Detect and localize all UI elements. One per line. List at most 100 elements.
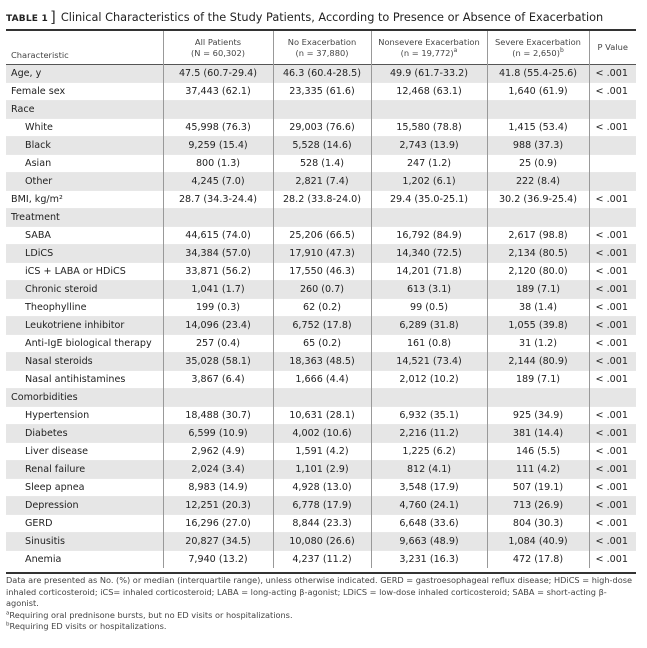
table-row: White 45,998 (76.3) 29,003 (76.6) 15,580 (7… <box>6 118 636 137</box>
table-cell: 247 (1.2) <box>370 154 487 173</box>
table-cell: 41.8 (55.4-25.6) <box>486 64 589 83</box>
table-cell: 2,120 (80.0) <box>486 262 589 281</box>
table-cell: 507 (19.1) <box>486 478 589 497</box>
table-cell: 161 (0.8) <box>370 334 487 353</box>
table-cell: 2,962 (4.9) <box>162 442 273 461</box>
table-cell: 14,096 (23.4) <box>162 316 273 335</box>
bottom-rule <box>6 572 636 574</box>
table-cell: 49.9 (61.7-33.2) <box>370 64 487 83</box>
table-cell: 472 (17.8) <box>486 550 589 568</box>
footnote-main: Data are presented as No. (%) or median … <box>6 575 633 609</box>
table-cell: 28.7 (34.3-24.4) <box>162 190 273 209</box>
table-cell: 25,206 (66.5) <box>272 226 371 245</box>
p-value-cell: < .001 <box>588 370 636 389</box>
table-row: Other 4,245 (7.0) 2,821 (7.4) 1,202 (6.1) 22… <box>6 172 636 191</box>
p-value-cell: < .001 <box>588 334 636 353</box>
table-cell: 528 (1.4) <box>272 154 371 173</box>
table-footnotes: Data are presented as No. (%) or median … <box>6 575 636 633</box>
table-cell: 260 (0.7) <box>272 280 371 299</box>
table-row: Chronic steroid 1,041 (1.7) 260 (0.7) 613 (… <box>6 280 636 299</box>
table-cell: 6,599 (10.9) <box>162 424 273 443</box>
table-cell: 6,752 (17.8) <box>272 316 371 335</box>
table-row: Nasal antihistamines 3,867 (6.4) 1,666 (4.… <box>6 370 636 389</box>
p-value-cell <box>588 154 636 173</box>
table-cell: 381 (14.4) <box>486 424 589 443</box>
p-value-cell: < .001 <box>588 298 636 317</box>
row-label: Liver disease <box>25 446 89 457</box>
table-row: iCS + LABA or HDiCS 33,871 (56.2) 17,550 (… <box>6 262 636 281</box>
table-cell: 29,003 (76.6) <box>272 118 371 137</box>
caption-bracket: ] <box>49 8 56 26</box>
table-cell: 6,289 (31.8) <box>370 316 487 335</box>
row-label: BMI, kg/m² <box>11 194 63 205</box>
table-cell: 12,468 (63.1) <box>370 82 487 101</box>
table-cell: 18,488 (30.7) <box>162 406 273 425</box>
row-label: Theophylline <box>25 302 87 313</box>
table-cell: 4,760 (24.1) <box>370 496 487 515</box>
p-value-cell: < .001 <box>588 226 636 245</box>
p-value-cell: < .001 <box>588 316 636 335</box>
p-value-cell: < .001 <box>588 496 636 515</box>
row-label: Female sex <box>11 86 66 97</box>
p-value-cell: < .001 <box>588 460 636 479</box>
header-characteristic: Characteristic <box>11 50 69 60</box>
p-value-cell: < .001 <box>588 352 636 371</box>
p-value-cell <box>588 208 636 227</box>
table-cell: 1,055 (39.8) <box>486 316 589 335</box>
p-value-cell: < .001 <box>588 244 636 263</box>
row-label: Renal failure <box>6 460 163 479</box>
top-rule <box>6 29 636 31</box>
table-cell: 4,245 (7.0) <box>162 172 273 191</box>
table-cell <box>370 388 487 407</box>
footnote-a: aRequiring oral prednisone bursts, but n… <box>6 609 293 620</box>
table-cell: 2,617 (98.8) <box>486 226 589 245</box>
table-cell: 34,384 (57.0) <box>162 244 273 263</box>
row-label: Race <box>6 100 163 119</box>
table-cell: 9,663 (48.9) <box>370 532 487 551</box>
row-label: Comorbidities <box>6 388 163 407</box>
table-cell <box>486 388 589 407</box>
table-cell: 1,591 (4.2) <box>272 442 371 461</box>
table-cell: 713 (26.9) <box>486 496 589 515</box>
table-title: Clinical Characteristics of the Study Pa… <box>60 11 604 24</box>
table-row: Sinusitis 20,827 (34.5) 10,080 (26.6) 9,663… <box>6 532 636 551</box>
table-cell: 4,928 (13.0) <box>272 478 371 497</box>
table-cell: 37,443 (62.1) <box>162 82 273 101</box>
row-label: Treatment <box>6 208 163 227</box>
p-value-cell: < .001 <box>588 424 636 443</box>
row-label: Anti-IgE biological therapy <box>25 338 152 349</box>
table-row: Diabetes 6,599 (10.9) 4,002 (10.6) 2,216 (1… <box>6 424 636 443</box>
row-label: Depression <box>6 496 163 515</box>
table-cell: 35,028 (58.1) <box>162 352 273 371</box>
table-cell: 17,550 (46.3) <box>272 262 371 281</box>
row-label: Sinusitis <box>6 532 163 551</box>
table-cell: 925 (34.9) <box>486 406 589 425</box>
table-body: Age, y 47.5 (60.7-29.4) 46.3 (60.4-28.5) 49… <box>6 64 636 568</box>
table-row: Anemia 7,940 (13.2) 4,237 (11.2) 3,231 (16.… <box>6 550 636 568</box>
table-cell: 1,202 (6.1) <box>370 172 487 191</box>
table-cell: 99 (0.5) <box>370 298 487 317</box>
p-value-cell <box>588 172 636 191</box>
table-caption: TABLE 1] Clinical Characteristics of the … <box>6 6 636 26</box>
table-cell: 189 (7.1) <box>486 370 589 389</box>
table-cell: 3,867 (6.4) <box>162 370 273 389</box>
table-cell: 111 (4.2) <box>486 460 589 479</box>
table-cell: 10,631 (28.1) <box>272 406 371 425</box>
table-cell: 613 (3.1) <box>370 280 487 299</box>
header-row: Characteristic All Patients (N = 60,302) … <box>6 31 636 65</box>
table-cell: 23,335 (61.6) <box>272 82 371 101</box>
table-cell: 1,640 (61.9) <box>486 82 589 101</box>
table-cell <box>486 100 589 119</box>
row-label: Diabetes <box>6 424 163 443</box>
table-cell: 6,778 (17.9) <box>272 496 371 515</box>
table-cell: 8,983 (14.9) <box>162 478 273 497</box>
table-row: Asian 800 (1.3) 528 (1.4) 247 (1.2) 25 (0.9) <box>6 154 636 173</box>
table-row: Sleep apnea 8,983 (14.9) 4,928 (13.0) 3,548… <box>6 478 636 497</box>
table-cell: 7,940 (13.2) <box>162 550 273 568</box>
table-cell <box>370 100 487 119</box>
header-severe-exacerbation: Severe Exacerbation (n = 2,650)b <box>486 31 589 65</box>
table-cell: 5,528 (14.6) <box>272 136 371 155</box>
table-cell: 804 (30.3) <box>486 514 589 533</box>
table-label: TABLE 1 <box>6 14 48 24</box>
table-cell: 2,821 (7.4) <box>272 172 371 191</box>
